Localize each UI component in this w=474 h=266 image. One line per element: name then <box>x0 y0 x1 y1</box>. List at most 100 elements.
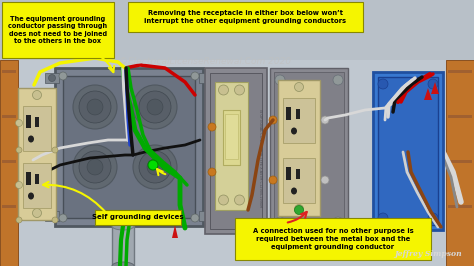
Bar <box>205 68 267 234</box>
Bar <box>278 80 320 216</box>
Circle shape <box>73 85 117 129</box>
Circle shape <box>147 159 163 175</box>
Text: The equipment grounding
conductor passing through
does not need to be joined
to : The equipment grounding conductor passin… <box>9 16 108 44</box>
Circle shape <box>235 85 245 95</box>
Circle shape <box>16 181 22 189</box>
Ellipse shape <box>112 222 134 230</box>
Bar <box>23 163 51 208</box>
Circle shape <box>79 151 111 183</box>
Circle shape <box>269 116 277 124</box>
Bar <box>373 72 443 230</box>
Ellipse shape <box>112 262 134 266</box>
Bar <box>286 167 291 180</box>
Text: ©ElectricalLicenseRenewal.Com 2020: ©ElectricalLicenseRenewal.Com 2020 <box>119 57 291 66</box>
Circle shape <box>73 145 117 189</box>
Circle shape <box>52 147 58 153</box>
Bar <box>448 205 472 208</box>
Circle shape <box>191 214 199 222</box>
Circle shape <box>321 176 329 184</box>
Circle shape <box>219 195 228 205</box>
FancyBboxPatch shape <box>128 2 363 32</box>
Bar <box>448 115 472 118</box>
Ellipse shape <box>28 135 34 143</box>
Bar <box>0 60 18 266</box>
Ellipse shape <box>291 188 297 194</box>
Circle shape <box>59 72 67 80</box>
Ellipse shape <box>291 127 297 135</box>
Circle shape <box>87 99 103 115</box>
Circle shape <box>269 176 277 184</box>
Circle shape <box>378 79 388 89</box>
Bar <box>2 205 16 208</box>
Circle shape <box>219 85 228 95</box>
Circle shape <box>147 99 163 115</box>
Circle shape <box>33 209 42 218</box>
Bar <box>18 88 56 220</box>
Circle shape <box>294 206 303 214</box>
Bar <box>112 226 134 266</box>
Circle shape <box>294 82 303 92</box>
Circle shape <box>207 213 213 219</box>
Bar <box>283 98 315 143</box>
Bar <box>2 160 16 163</box>
Polygon shape <box>172 225 178 238</box>
Circle shape <box>33 90 42 99</box>
FancyBboxPatch shape <box>2 2 114 58</box>
Text: A connection used for no other purpose is
required between the metal box and the: A connection used for no other purpose i… <box>253 228 413 250</box>
Bar <box>2 70 16 73</box>
Circle shape <box>428 213 438 223</box>
Bar <box>199 73 213 83</box>
Bar <box>199 211 213 221</box>
Bar <box>283 158 315 203</box>
Circle shape <box>52 217 58 223</box>
Text: Jeffrey Simpson: Jeffrey Simpson <box>394 250 462 258</box>
Circle shape <box>321 116 329 124</box>
Bar <box>448 70 472 73</box>
Bar <box>35 174 39 184</box>
Bar <box>448 160 472 163</box>
Circle shape <box>59 214 67 222</box>
Circle shape <box>16 217 22 223</box>
Bar <box>23 106 51 151</box>
Circle shape <box>207 74 213 81</box>
Bar <box>270 68 348 234</box>
Circle shape <box>48 213 55 219</box>
Bar <box>26 172 31 185</box>
Bar <box>215 82 248 210</box>
Bar <box>274 72 344 230</box>
Circle shape <box>428 79 438 89</box>
Bar <box>35 117 39 127</box>
Circle shape <box>87 159 103 175</box>
Circle shape <box>294 205 303 214</box>
Bar <box>2 115 16 118</box>
Circle shape <box>333 217 343 227</box>
Polygon shape <box>431 82 439 94</box>
Circle shape <box>208 123 216 131</box>
Polygon shape <box>424 88 432 100</box>
Bar <box>45 73 59 83</box>
Bar <box>18 60 446 266</box>
FancyBboxPatch shape <box>95 210 181 225</box>
Text: IS OPTIONAL CONDUCTOR TYPE X ASTM C1290/L1990M: IS OPTIONAL CONDUCTOR TYPE X ASTM C1290/… <box>258 109 262 207</box>
Circle shape <box>133 85 177 129</box>
Circle shape <box>139 151 171 183</box>
Bar <box>296 169 300 179</box>
Bar <box>446 60 474 266</box>
Bar <box>378 77 438 225</box>
Bar <box>45 211 59 221</box>
Bar <box>225 114 238 159</box>
Circle shape <box>333 75 343 85</box>
Bar <box>296 109 300 119</box>
Circle shape <box>275 217 285 227</box>
Text: Self grounding devices: Self grounding devices <box>92 214 184 221</box>
Circle shape <box>79 91 111 123</box>
Bar <box>286 107 291 120</box>
Circle shape <box>139 91 171 123</box>
Ellipse shape <box>28 193 34 200</box>
Text: Removing the receptacle in either box below won’t
interrupt the other equipment : Removing the receptacle in either box be… <box>145 10 346 24</box>
Circle shape <box>16 147 22 153</box>
Bar <box>210 73 262 229</box>
Circle shape <box>235 195 245 205</box>
Bar <box>55 68 203 226</box>
Circle shape <box>208 168 216 176</box>
